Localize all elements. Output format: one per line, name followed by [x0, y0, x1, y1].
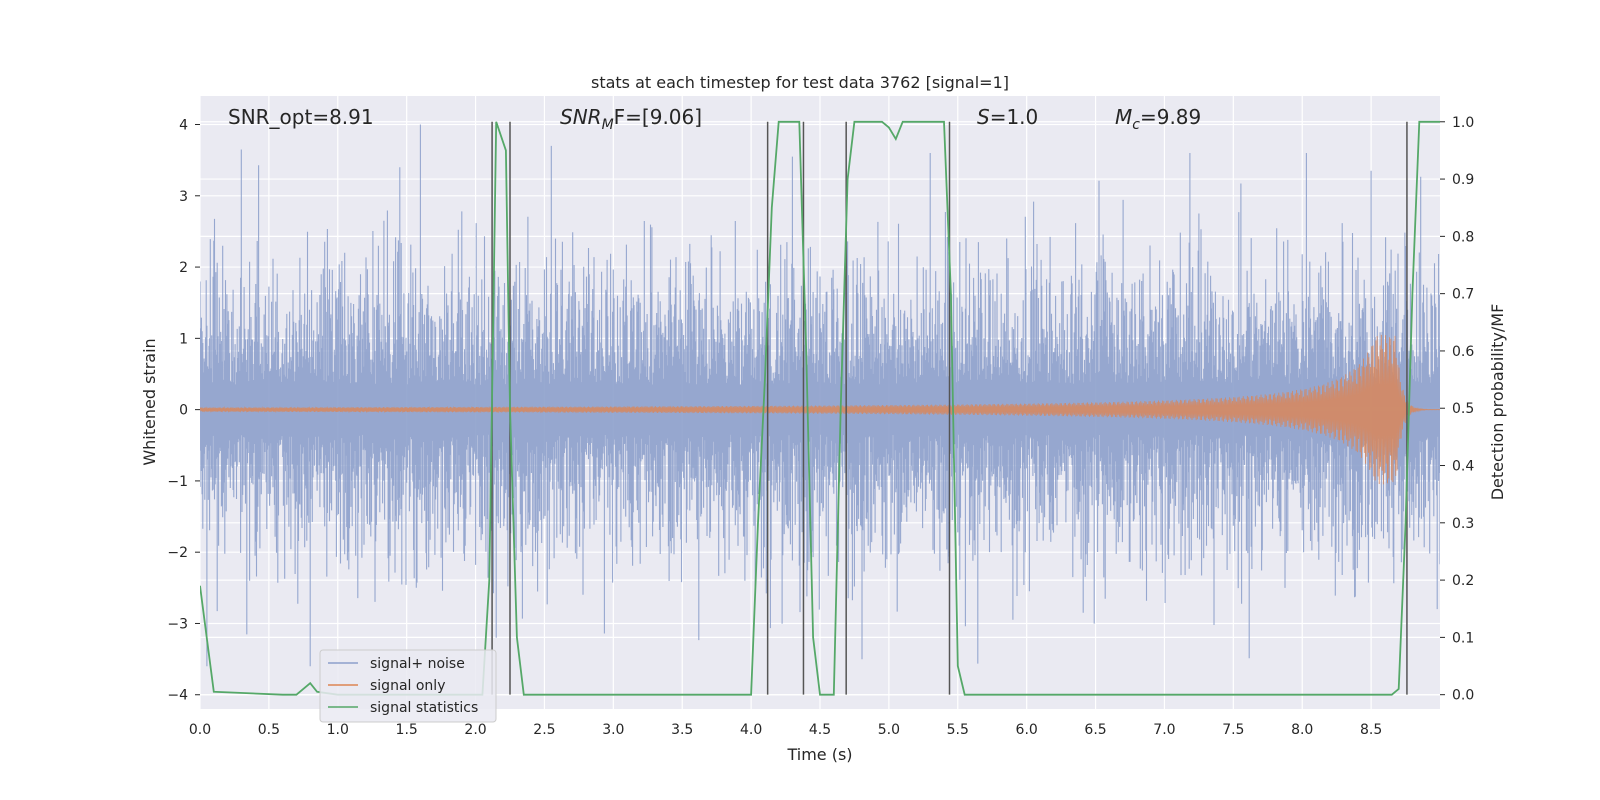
y2-tick-label: 0.4 — [1452, 459, 1474, 475]
x-tick-label: 3.0 — [602, 722, 624, 738]
annotation-mc-symbol: M — [1115, 105, 1132, 129]
x-tick-label: 0.5 — [258, 722, 280, 738]
x-tick-label: 7.5 — [1222, 722, 1244, 738]
legend-box — [319, 649, 497, 723]
legend-label-signal-statistics: signal statistics — [370, 700, 478, 716]
y-tick-label: 0 — [179, 403, 188, 419]
x-tick-label: 8.0 — [1291, 722, 1313, 738]
y2-tick-label: 0.8 — [1452, 229, 1474, 245]
x-tick-label: 6.0 — [1016, 722, 1038, 738]
x-tick-label: 2.5 — [533, 722, 555, 738]
legend: signal+ noise signal only signal statist… — [319, 649, 497, 723]
x-tick-label: 5.0 — [878, 722, 900, 738]
annotation-snr-mf: SNRMF=[9.06] — [560, 105, 702, 133]
x-tick-label: 7.0 — [1153, 722, 1175, 738]
x-tick-label: 1.0 — [327, 722, 349, 738]
x-tick-label: 8.5 — [1360, 722, 1382, 738]
x-tick-label: 6.5 — [1084, 722, 1106, 738]
x-tick-label: 4.0 — [740, 722, 762, 738]
x-tick-label: 1.5 — [396, 722, 418, 738]
annotation-s-symbol: S — [977, 105, 990, 129]
y-tick-label: −3 — [167, 616, 188, 632]
y-tick-label: −1 — [167, 474, 188, 490]
legend-label-signal-noise: signal+ noise — [370, 656, 465, 672]
y2-tick-label: 0.0 — [1452, 688, 1474, 704]
x-tick-label: 2.0 — [464, 722, 486, 738]
y-tick-label: 2 — [179, 260, 188, 276]
y-axis-label: Whitened strain — [140, 338, 159, 465]
annotation-mc-subscript: c — [1132, 117, 1140, 133]
y-tick-label: −2 — [167, 545, 188, 561]
y2-axis-label: Detection probability/MF — [1488, 304, 1507, 501]
x-tick-label: 5.5 — [947, 722, 969, 738]
x-tick-label: 4.5 — [809, 722, 831, 738]
x-tick-label: 0.0 — [189, 722, 211, 738]
annotation-snr-mf-symbol: SNR — [560, 105, 602, 129]
x-axis-ticks: 0.0 0.5 1.0 1.5 2.0 2.5 3.0 3.5 4.0 4.5 5.0 5.5 6.0 6… — [189, 722, 1382, 738]
y2-tick-label: 0.7 — [1452, 287, 1474, 303]
y2-tick-label: 1.0 — [1452, 115, 1474, 131]
y-tick-label: 1 — [179, 331, 188, 347]
y2-tick-label: 0.5 — [1452, 401, 1474, 417]
y2-axis-ticks: 1.0 0.9 0.8 0.7 0.6 0.5 0.4 0.3 0.2 0.1 0.0 — [1440, 115, 1474, 704]
annotation-s: S=1.0 — [977, 105, 1038, 129]
annotation-mc: Mc=9.89 — [1115, 105, 1201, 133]
annotation-snr-mf-value: F=[9.06] — [614, 105, 702, 129]
series-signal-only — [200, 334, 1440, 485]
y-axis-ticks: 4 3 2 1 0 −1 −2 −3 −4 — [167, 118, 200, 704]
y2-tick-label: 0.3 — [1452, 516, 1474, 532]
annotation-snr-mf-subscript: M — [602, 117, 614, 133]
y2-tick-label: 0.6 — [1452, 344, 1474, 360]
annotation-mc-value: =9.89 — [1140, 105, 1201, 129]
annotation-snr-opt: SNR_opt=8.91 — [228, 105, 374, 129]
y-tick-label: −4 — [167, 688, 188, 704]
annotation-s-value: =1.0 — [990, 105, 1039, 129]
y-tick-label: 3 — [179, 189, 188, 205]
y-tick-label: 4 — [179, 118, 188, 134]
y2-tick-label: 0.9 — [1452, 172, 1474, 188]
y2-tick-label: 0.2 — [1452, 573, 1474, 589]
x-tick-label: 3.5 — [671, 722, 693, 738]
x-axis-label: Time (s) — [786, 745, 852, 764]
legend-label-signal-only: signal only — [370, 678, 445, 694]
signal-only-line — [200, 334, 1440, 485]
y2-tick-label: 0.1 — [1452, 630, 1474, 646]
chart-title: stats at each timestep for test data 376… — [591, 73, 1009, 92]
